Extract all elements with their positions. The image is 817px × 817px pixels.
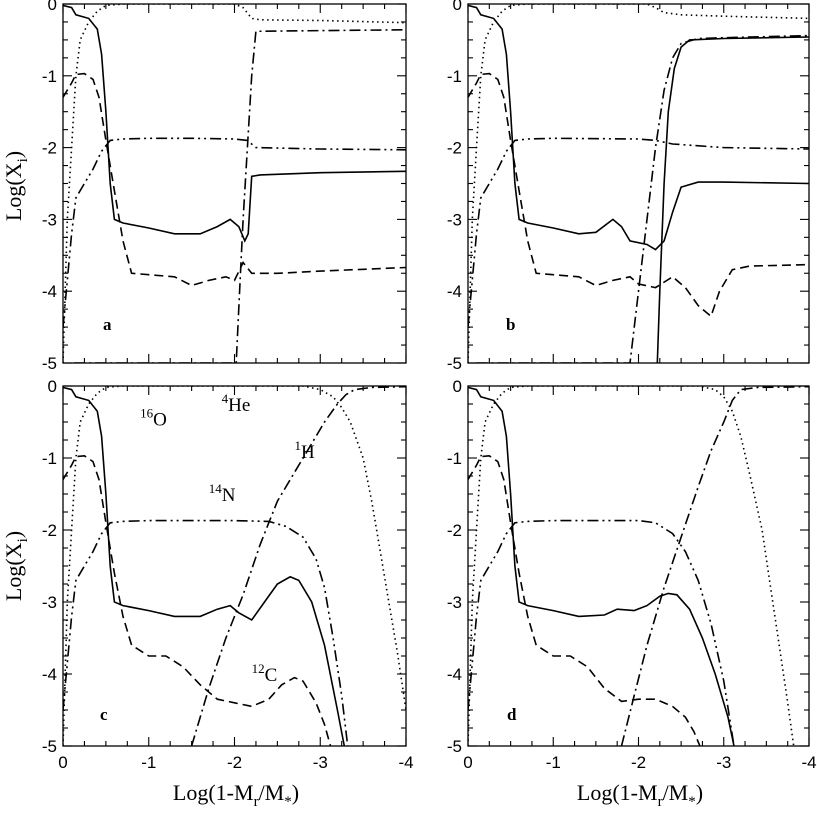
y-axis-title-bottom: Log(Xi) [1,531,31,601]
x-tick-label: -2 [227,753,242,772]
series-He4-line [63,4,406,363]
panel-letter: c [100,705,108,724]
curves-group [468,4,809,363]
panel-letter: a [103,315,112,334]
series-extra-line [656,36,809,363]
panel-letter: d [507,705,517,724]
series-N14-line [468,137,809,328]
series-O16-line [63,386,346,746]
x-tick-label: -1 [546,753,561,772]
x-tick-label: -1 [141,753,156,772]
panel-frame [467,3,810,364]
y-tick-label: -5 [42,354,57,373]
series-O16-line [468,386,735,746]
series-He4-line [468,4,809,363]
y-tick-label: -4 [447,282,462,301]
series-H1-line [74,29,406,363]
y-tick-label: 0 [453,377,462,396]
y-tick-label: -1 [42,449,57,468]
y-tick-label: -5 [447,354,462,373]
x-tick-label: -4 [398,753,413,772]
x-tick-label: -4 [801,753,816,772]
y-tick-label: -3 [447,593,462,612]
x-axis-title-left: Log(1-Mr/M*) [173,780,299,810]
species-label-H: 1H [295,438,316,463]
panel-b: 0 -1 -2 -3 -4 -5 b [447,0,810,373]
curves-group [63,386,406,746]
panel-frame [62,385,407,747]
y-tick-label: -3 [42,593,57,612]
x-axis-title-right: Log(1-Mr/M*) [577,780,703,810]
y-axis-title-top: Log(Xi) [1,151,31,221]
x-tick-label: 0 [463,753,472,772]
y-tick-label: -1 [447,449,462,468]
y-tick-label: -3 [447,210,462,229]
x-tick-label: -2 [631,753,646,772]
y-tick-label: -1 [42,67,57,86]
panel-frame [62,3,407,364]
x-tick-label: -3 [716,753,731,772]
y-tick-label: -2 [447,521,462,540]
series-He4-line [63,386,406,746]
series-N14-line [63,519,349,746]
y-tick-label: 0 [48,0,57,14]
y-tick-label: -4 [447,665,462,684]
series-H1-line [190,386,406,746]
y-tick-label: -1 [447,67,462,86]
species-label-C: 12C [252,661,278,686]
x-tick-label: -3 [313,753,328,772]
y-tick-label: 0 [453,0,462,14]
species-label-N: 14N [209,481,236,506]
panel-frame [467,385,810,747]
panel-a: 0 -1 -2 -3 -4 -5 a [42,0,407,373]
series-C12-line [63,72,406,287]
series-N14-line [63,137,406,328]
series-O16-line [468,4,809,251]
series-C12-line [468,72,809,318]
series-N14-line [468,519,735,746]
y-tick-label: -4 [42,282,57,301]
y-tick-label: -4 [42,665,57,684]
curves-group [63,4,406,363]
y-tick-label: -2 [447,139,462,158]
y-tick-label: -5 [447,737,462,756]
y-tick-label: 0 [48,377,57,396]
panel-d: 0-1-2-3-4-50 -1 -2 -3 -4d [447,377,817,772]
series-H1-line [620,386,809,746]
series-C12-line [63,454,332,746]
panel-letter: b [506,315,515,334]
species-label-O: 16O [140,406,167,431]
series-C12-line [468,454,701,746]
y-tick-label: -3 [42,210,57,229]
y-tick-label: -5 [42,737,57,756]
curves-group [468,386,809,746]
series-O16-line [63,4,406,243]
series-He4-line [468,386,795,746]
series-H1-line [476,34,809,363]
y-tick-label: -2 [42,139,57,158]
x-tick-label: 0 [58,753,67,772]
y-tick-label: -2 [42,521,57,540]
species-label-He: 4He [222,391,251,416]
